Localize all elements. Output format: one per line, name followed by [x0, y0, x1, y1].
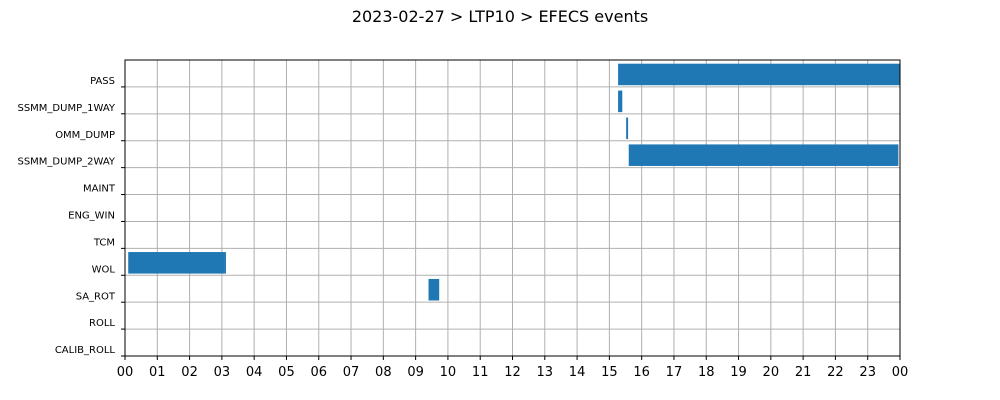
event-bar-pass: [618, 63, 900, 86]
x-tick-label: 11: [472, 365, 489, 380]
y-tick-label: WOL: [92, 264, 116, 275]
event-bar-ssmm-dump-1way: [618, 90, 623, 113]
event-bar-sa-rot: [428, 278, 440, 301]
chart-title: 2023-02-27 > LTP10 > EFECS events: [352, 7, 648, 26]
y-tick-label: CALIB_ROLL: [55, 345, 116, 356]
x-tick-label: 02: [181, 365, 198, 380]
x-tick-label: 21: [795, 365, 812, 380]
y-tick-label: ENG_WIN: [68, 211, 115, 222]
y-tick-label: PASS: [90, 76, 115, 87]
y-tick-label: SSMM_DUMP_1WAY: [17, 103, 115, 114]
grid-lines: [124, 60, 901, 357]
x-tick-label: 16: [633, 365, 650, 380]
x-tick-label: 07: [343, 365, 360, 380]
x-tick-label: 01: [149, 365, 166, 380]
event-bars: [128, 63, 900, 301]
event-bar-ssmm-dump-2way: [628, 144, 899, 166]
x-tick-label: 13: [537, 365, 554, 380]
x-tick-label: 19: [730, 365, 747, 380]
x-tick-label: 06: [310, 365, 327, 380]
x-tick-label: 14: [569, 365, 586, 380]
y-tick-label: TCM: [93, 237, 115, 248]
x-tick-label: 00: [117, 365, 134, 380]
y-axis: PASS SSMM_DUMP_1WAY OMM_DUMP SSMM_DUMP_2WAY…: [17, 76, 125, 357]
x-tick-label: 05: [278, 365, 295, 380]
event-bar-omm-dump: [626, 117, 629, 140]
x-tick-label: 12: [504, 365, 521, 380]
x-tick-label: 04: [246, 365, 263, 380]
x-tick-label: 09: [407, 365, 424, 380]
y-tick-label: OMM_DUMP: [55, 130, 115, 141]
y-tick-label: ROLL: [89, 318, 115, 329]
x-tick-label: 08: [375, 365, 392, 380]
x-tick-label: 10: [440, 365, 457, 380]
x-tick-label: 20: [763, 365, 780, 380]
x-axis: 00 01 02 03 04 05 06 07 08 09 10 11 12 13 14 15 16 17 18 19…: [117, 356, 909, 380]
event-bar-wol: [224, 252, 226, 274]
y-tick-label: SSMM_DUMP_2WAY: [17, 157, 115, 168]
x-tick-label: 18: [698, 365, 715, 380]
event-bar-wol: [128, 252, 225, 274]
x-tick-label: 15: [601, 365, 618, 380]
y-tick-label: SA_ROT: [76, 291, 116, 302]
y-tick-label: MAINT: [83, 184, 116, 195]
x-tick-label: 03: [214, 365, 231, 380]
x-tick-label: 23: [859, 365, 876, 380]
x-tick-label: 17: [666, 365, 683, 380]
x-tick-label: 22: [827, 365, 844, 380]
x-tick-label: 00: [892, 365, 909, 380]
